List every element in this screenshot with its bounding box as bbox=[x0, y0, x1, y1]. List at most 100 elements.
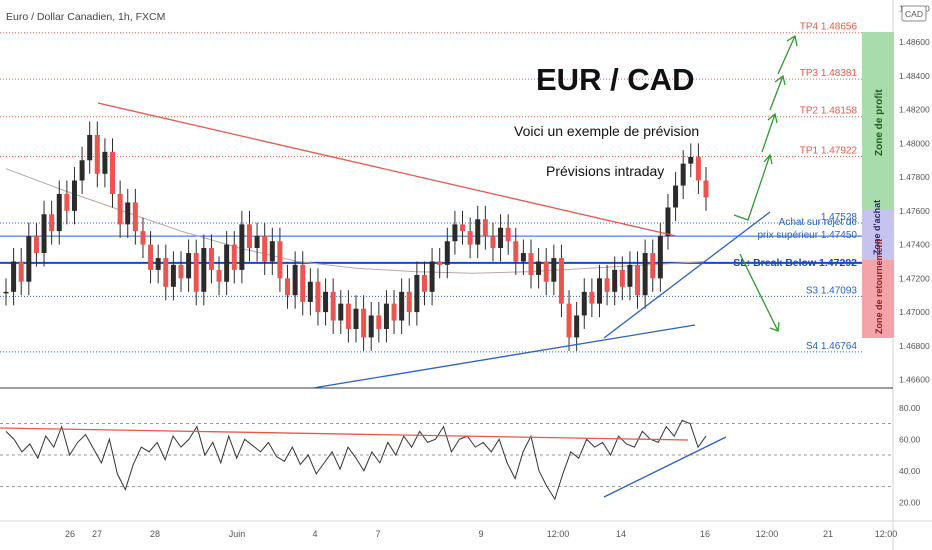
level-label: TP3 1.48381 bbox=[800, 68, 858, 79]
buy-label-2: prix supérieur 1.47450 bbox=[757, 230, 857, 241]
symbol-title: Euro / Dollar Canadien, 1h, FXCM bbox=[6, 11, 165, 23]
x-axis-tick: 14 bbox=[616, 529, 626, 539]
candle-body bbox=[292, 264, 298, 296]
candle-body bbox=[300, 264, 306, 302]
y-axis-tick: 1.47600 bbox=[899, 206, 930, 216]
buy-zone-label: Zone d'achat bbox=[872, 200, 882, 255]
y-axis-tick: 1.48600 bbox=[899, 37, 930, 47]
candle-body bbox=[635, 264, 641, 296]
rsi-axis-tick: 80.00 bbox=[899, 403, 921, 413]
candle-body bbox=[429, 261, 435, 292]
y-axis-tick: 1.48400 bbox=[899, 71, 930, 81]
y-axis-tick: 1.47800 bbox=[899, 172, 930, 182]
candle-body bbox=[703, 180, 709, 198]
y-axis-tick: 1.47400 bbox=[899, 240, 930, 250]
candle-body bbox=[376, 315, 382, 329]
moving-average bbox=[5, 168, 707, 274]
blue-trendline-lower bbox=[312, 324, 696, 389]
candle-body bbox=[642, 253, 648, 296]
rsi-axis-tick: 40.00 bbox=[899, 466, 921, 476]
rsi-axis-tick: 20.00 bbox=[899, 497, 921, 507]
candle-body bbox=[543, 261, 549, 282]
candle-body bbox=[399, 291, 405, 321]
x-axis-tick: 21 bbox=[823, 529, 833, 539]
candle-body bbox=[315, 281, 321, 313]
candle-body bbox=[285, 278, 291, 296]
x-axis-tick: 7 bbox=[375, 529, 380, 539]
candle-body bbox=[536, 261, 542, 275]
y-axis-tick: 1.46800 bbox=[899, 341, 930, 351]
candle-body bbox=[216, 269, 222, 282]
candle-body bbox=[361, 308, 367, 338]
candle-body bbox=[528, 253, 534, 275]
level-label: TP2 1.48158 bbox=[800, 106, 858, 117]
currency-badge[interactable] bbox=[901, 5, 927, 22]
candle-body bbox=[558, 258, 564, 304]
candle-body bbox=[657, 236, 663, 279]
x-axis-tick: 4 bbox=[312, 529, 317, 539]
y-axis-tick: 1.48000 bbox=[899, 138, 930, 148]
candle-body bbox=[406, 291, 412, 313]
candle-body bbox=[102, 151, 108, 174]
candle-body bbox=[18, 261, 24, 282]
currency-badge-label: CAD bbox=[905, 9, 923, 19]
y-axis-tick: 1.47000 bbox=[899, 307, 930, 317]
candle-body bbox=[437, 261, 443, 265]
candle-body bbox=[619, 269, 625, 287]
candle-body bbox=[581, 291, 587, 316]
x-axis-tick: 26 bbox=[65, 529, 75, 539]
forecast-arrows bbox=[733, 34, 798, 332]
candle-body bbox=[604, 278, 610, 292]
candle-body bbox=[132, 202, 138, 232]
red-trendline bbox=[97, 102, 677, 237]
candle-body bbox=[444, 241, 450, 265]
level-label: 1.47528 bbox=[821, 212, 858, 223]
profit-zone bbox=[862, 32, 894, 210]
sl-label: SL: Break Below 1.47292 bbox=[733, 257, 857, 269]
candle-body bbox=[254, 236, 260, 248]
level-label: TP4 1.48656 bbox=[800, 22, 858, 33]
candle-body bbox=[193, 253, 199, 292]
rsi-line bbox=[5, 419, 707, 501]
candle-body bbox=[612, 269, 618, 292]
candle-body bbox=[467, 231, 473, 245]
x-axis-tick: Juin bbox=[229, 529, 246, 539]
candle-body bbox=[520, 253, 526, 262]
candle-body bbox=[231, 244, 237, 270]
x-axis-tick: 12:00 bbox=[756, 529, 779, 539]
y-axis-tick: 1.47200 bbox=[899, 273, 930, 283]
candle-body bbox=[148, 244, 154, 270]
candle-body bbox=[482, 219, 488, 237]
candle-body bbox=[178, 264, 184, 279]
candle-body bbox=[155, 258, 161, 270]
candle-body bbox=[71, 180, 77, 211]
candle-body bbox=[421, 274, 427, 292]
x-axis-tick: 12:00 bbox=[547, 529, 570, 539]
buy-label-1: Achat sur rejet de bbox=[779, 217, 858, 228]
candle-body bbox=[673, 185, 679, 208]
candle-body bbox=[79, 160, 85, 181]
rsi-blue-trendline bbox=[603, 436, 727, 498]
candle-body bbox=[49, 214, 55, 232]
subtitle-intraday: Prévisions intraday bbox=[546, 163, 664, 179]
candle-body bbox=[368, 315, 374, 338]
candle-body bbox=[330, 291, 336, 321]
candle-body bbox=[56, 194, 62, 232]
candle-body bbox=[11, 261, 17, 292]
rsi-red-trendline bbox=[0, 427, 689, 441]
subtitle: Voici un exemple de prévision bbox=[514, 123, 699, 139]
candle-body bbox=[186, 253, 192, 279]
candle-body bbox=[460, 224, 466, 232]
candle-body bbox=[224, 244, 230, 282]
candle-body bbox=[323, 291, 329, 313]
candle-body bbox=[513, 241, 519, 262]
candle-body bbox=[627, 264, 633, 287]
candle-body bbox=[414, 274, 420, 313]
level-label: S4 1.46764 bbox=[806, 341, 858, 352]
candle-body bbox=[665, 207, 671, 237]
candle-body bbox=[391, 303, 397, 321]
candle-body bbox=[117, 194, 123, 225]
candle-body bbox=[94, 134, 100, 174]
candle-body bbox=[596, 278, 602, 304]
